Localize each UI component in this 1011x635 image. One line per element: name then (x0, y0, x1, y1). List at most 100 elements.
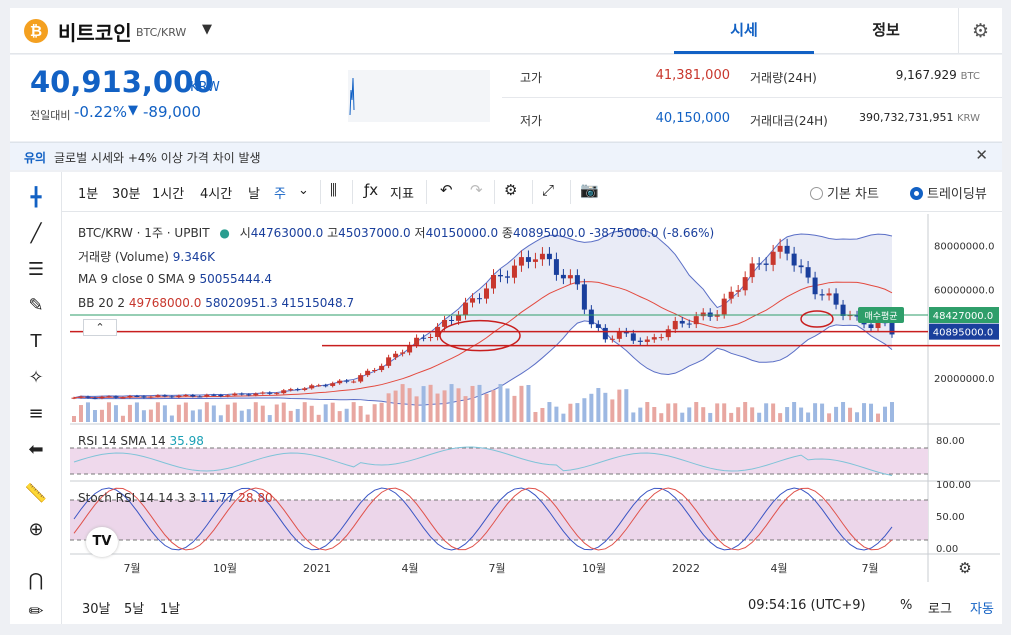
pattern-icon[interactable]: ✧ (28, 367, 44, 388)
candle-body (574, 275, 580, 285)
interval-day[interactable]: 날 (248, 187, 260, 202)
interval-week[interactable]: 주 (274, 187, 286, 202)
time-axis-tick: 2022 (672, 562, 700, 575)
range-5d[interactable]: 5날 (124, 602, 145, 617)
log-toggle[interactable]: 로그 (928, 602, 952, 617)
volume-bar (281, 402, 286, 422)
camera-icon[interactable]: 📷 (580, 181, 599, 199)
price-axis-tick: 20000000.0 (934, 374, 994, 385)
volume-bar (442, 390, 447, 422)
brush-icon[interactable]: ✎ (28, 295, 44, 316)
interval-30m[interactable]: 30분 (112, 187, 141, 202)
range-30d[interactable]: 30날 (82, 602, 111, 617)
coin-pair[interactable]: BTC/KRW (136, 26, 187, 39)
candle-body (483, 288, 489, 299)
interval-4h[interactable]: 4시간 (200, 187, 233, 202)
clock: 09:54:16 (UTC+9) (748, 598, 866, 613)
magnet-icon[interactable]: ⋂ (28, 570, 44, 591)
range-1d[interactable]: 1날 (160, 602, 181, 617)
undo-icon[interactable]: ↶ (440, 181, 453, 199)
volume-bar (785, 407, 790, 422)
candle-body (449, 319, 455, 321)
gear-icon[interactable]: ⚙ (958, 8, 1002, 54)
ruler-icon[interactable]: 📏 (24, 483, 48, 504)
volume-bar (330, 402, 335, 422)
tab-price[interactable]: 시세 (674, 8, 814, 54)
volume-bar (358, 405, 363, 422)
candle-body (497, 274, 503, 277)
close-icon[interactable]: ✕ (975, 146, 988, 164)
volume-unit: BTC (960, 71, 980, 82)
candle-body (463, 302, 469, 316)
volume-bar (666, 403, 671, 422)
candle-body (295, 389, 301, 391)
candle-body (351, 381, 357, 383)
horizontal-lines-icon[interactable]: ☰ (27, 259, 45, 280)
candle-body (777, 245, 783, 252)
crosshair-icon[interactable]: ╋ (30, 187, 42, 208)
mode-basic-radio[interactable]: 기본 차트 (810, 183, 879, 202)
tab-info[interactable]: 정보 (872, 21, 900, 39)
volume-bar (505, 388, 510, 422)
price-chart[interactable]: 매수평균 48427000.0 40895000.0 80000000.0 600000… (70, 214, 1000, 582)
zoom-in-icon[interactable]: ⊕ (28, 519, 44, 540)
volume-bar (890, 402, 894, 422)
last-price-label-bg (929, 323, 999, 340)
tradingview-logo[interactable]: TV (86, 527, 118, 557)
text-icon[interactable]: T (30, 331, 42, 352)
volume-legend-label: 거래량 (Volume) (78, 250, 169, 264)
candle-body (379, 365, 385, 371)
candle-body (211, 394, 217, 396)
notice-text: 글로벌 시세와 +4% 이상 가격 차이 발생 (54, 151, 261, 165)
chevron-down-icon[interactable]: ▼ (202, 22, 212, 37)
chart-settings-icon[interactable]: ⚙ (958, 559, 971, 577)
rsi-line (73, 446, 893, 476)
back-arrow-icon[interactable]: ⬅ (28, 439, 44, 460)
coin-name[interactable]: 비트코인 (58, 21, 132, 45)
interval-1m[interactable]: 1분 (78, 187, 99, 202)
auto-toggle[interactable]: 자동 (970, 602, 994, 617)
candle-body (504, 276, 510, 278)
chart-bottombar: 30날 5날 1날 09:54:16 (UTC+9) % 로그 자동 (62, 588, 1002, 624)
candle-body (623, 331, 629, 334)
volume-bar (449, 384, 454, 422)
fib-icon[interactable]: ≡ (28, 403, 44, 424)
trend-line-icon[interactable]: ╱ (30, 223, 42, 244)
interval-1h[interactable]: 1시간 (152, 187, 185, 202)
volume-bar (72, 416, 76, 422)
candle-body (854, 315, 860, 317)
high-label-legend: 고 (327, 226, 339, 240)
volume-bar (498, 384, 503, 422)
volume-bar (708, 412, 713, 422)
stoch-band (70, 500, 928, 540)
legend-title: BTC/KRW · 1주 · UPBIT (78, 226, 210, 240)
volume-bar (267, 415, 272, 422)
volume-bar (162, 405, 167, 422)
volume-bar (218, 415, 223, 422)
volume-bar (288, 410, 293, 422)
chart-toolbar: 1분 30분 1시간 4시간 날 주 ⌄ ⫼ ƒx 지표 ↶ ↷ ⚙ ⤢ 📷 기… (62, 172, 1002, 212)
volume-bar (407, 388, 412, 422)
candle-body (162, 395, 168, 397)
percent-toggle[interactable]: % (900, 598, 913, 613)
candle-body (477, 298, 483, 300)
function-icon[interactable]: ƒx (364, 181, 379, 199)
bb-mid-value: 49768000.0 (128, 296, 202, 310)
settings-icon[interactable]: ⚙ (504, 181, 518, 199)
candle-body (407, 344, 413, 353)
fullscreen-icon[interactable]: ⤢ (542, 181, 555, 199)
candle-body (372, 370, 378, 372)
candle-body (749, 263, 755, 278)
candle-type-icon[interactable]: ⫼ (330, 181, 337, 199)
chevron-down-icon[interactable]: ⌄ (298, 183, 309, 198)
stoch-k-line (73, 487, 893, 551)
candle-body (644, 339, 650, 342)
mode-tradingview-radio[interactable]: 트레이딩뷰 (910, 183, 987, 202)
pencil-icon[interactable]: ✏ (28, 601, 44, 622)
volume-bar (155, 402, 160, 422)
collapse-legend-button[interactable]: ⌃ (83, 319, 117, 336)
volume-bar (92, 410, 97, 422)
indicator-button[interactable]: 지표 (390, 187, 414, 202)
redo-icon[interactable]: ↷ (470, 181, 483, 199)
